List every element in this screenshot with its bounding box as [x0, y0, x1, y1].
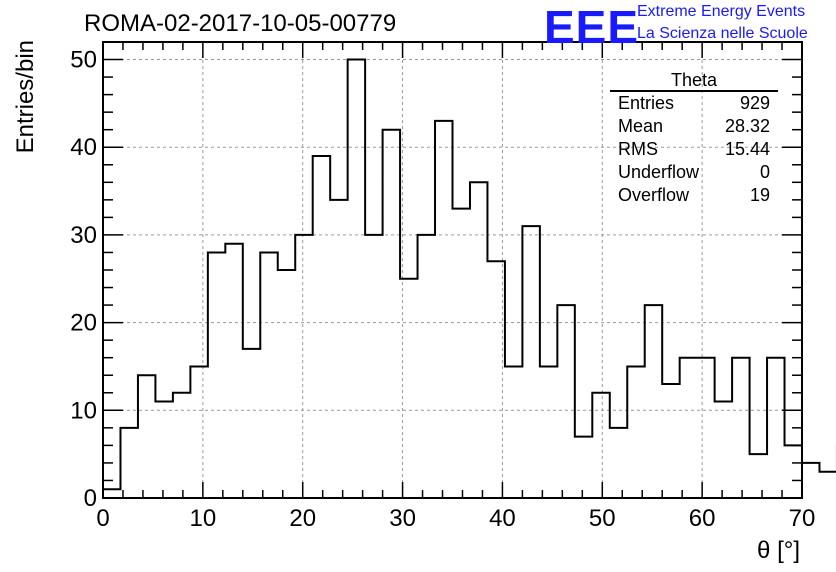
stats-label: Overflow	[618, 185, 690, 205]
x-tick-label: 70	[789, 505, 816, 532]
logo-line-1: Extreme Energy Events	[637, 3, 806, 20]
stats-value: 15.44	[724, 139, 770, 159]
x-tick-label: 50	[589, 505, 616, 532]
y-tick-label: 10	[70, 397, 97, 424]
histogram-series	[102, 58, 836, 498]
stats-row: Overflow 19	[610, 184, 778, 207]
x-tick-label: 10	[190, 505, 217, 532]
x-tick-label: 30	[389, 505, 416, 532]
stats-title: Theta	[610, 70, 778, 92]
stats-value: 0	[759, 162, 770, 182]
stats-value: 19	[749, 185, 770, 205]
stats-row: RMS 15.44	[610, 138, 778, 161]
x-tick-label: 40	[489, 505, 516, 532]
chart-title: ROMA-02-2017-10-05-00779	[84, 10, 397, 37]
stats-row: Entries 929	[610, 92, 778, 115]
logo-line-2: La Scienza nelle Scuole	[637, 25, 808, 42]
stats-label: RMS	[618, 139, 658, 159]
stats-box: Theta Entries 929 Mean 28.32 RMS 15.44 U…	[610, 70, 778, 207]
stats-label: Underflow	[618, 162, 700, 182]
stats-row: Mean 28.32	[610, 115, 778, 138]
axis-ticks	[102, 41, 803, 499]
y-tick-label: 0	[84, 485, 97, 512]
grid-lines	[103, 42, 802, 498]
x-tick-label: 20	[289, 505, 316, 532]
stats-value: 28.32	[724, 116, 770, 136]
stats-value: 929	[739, 93, 770, 113]
stats-label: Mean	[618, 116, 664, 136]
axis-tick-labels: 0 10 20 30 40 50 60 70 0 10 20 30 40 50	[70, 47, 815, 532]
x-tick-label: 0	[96, 505, 109, 532]
y-tick-label: 20	[70, 310, 97, 337]
y-axis-label: Entries/bin	[12, 40, 39, 153]
x-tick-label: 60	[689, 505, 716, 532]
eee-logo: EEE	[544, 1, 640, 53]
y-tick-label: 30	[70, 222, 97, 249]
y-tick-label: 40	[70, 134, 97, 161]
x-axis-label: θ [°]	[757, 537, 800, 564]
stats-row: Underflow 0	[610, 161, 778, 184]
y-tick-label: 50	[70, 47, 97, 74]
stats-label: Entries	[618, 93, 675, 113]
